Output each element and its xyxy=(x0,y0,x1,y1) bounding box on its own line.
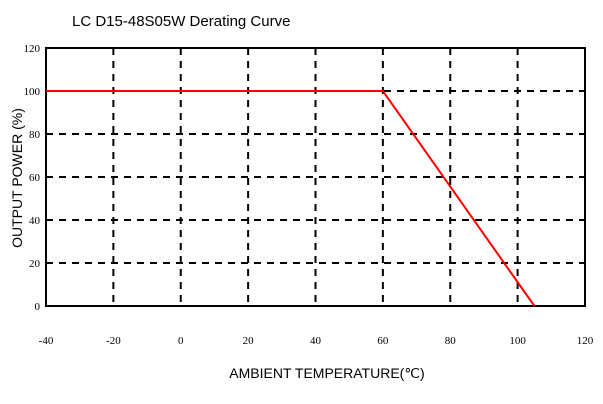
y-axis-label: OUTPUT POWER (%) xyxy=(9,108,25,248)
x-tick-label: -40 xyxy=(39,335,54,347)
y-tick-labels: 0 20 40 60 80 100 120 xyxy=(24,43,41,313)
x-tick-label: 120 xyxy=(577,335,594,347)
y-tick-label: 60 xyxy=(29,172,41,184)
x-tick-label: 20 xyxy=(243,335,255,347)
y-tick-label: 0 xyxy=(35,301,41,313)
y-tick-label: 80 xyxy=(29,129,41,141)
y-tick-label: 120 xyxy=(24,43,41,55)
x-tick-label: 40 xyxy=(310,335,322,347)
x-tick-label: -20 xyxy=(106,335,121,347)
x-tick-label: 80 xyxy=(445,335,457,347)
y-tick-label: 40 xyxy=(29,215,41,227)
plot-frame xyxy=(45,47,586,307)
x-axis-label: AMBIENT TEMPERATURE(℃) xyxy=(229,365,424,381)
x-tick-label: 60 xyxy=(377,335,389,347)
x-tick-labels: -40 -20 0 20 40 60 80 100 120 xyxy=(39,335,594,347)
y-tick-label: 20 xyxy=(29,258,41,270)
y-tick-label: 100 xyxy=(24,86,41,98)
x-tick-label: 0 xyxy=(178,335,184,347)
grid xyxy=(46,48,585,306)
derating-line xyxy=(46,90,536,307)
series-group xyxy=(46,90,536,307)
x-tick-label: 100 xyxy=(509,335,526,347)
chart-title: LC D15-48S05W Derating Curve xyxy=(72,13,290,30)
